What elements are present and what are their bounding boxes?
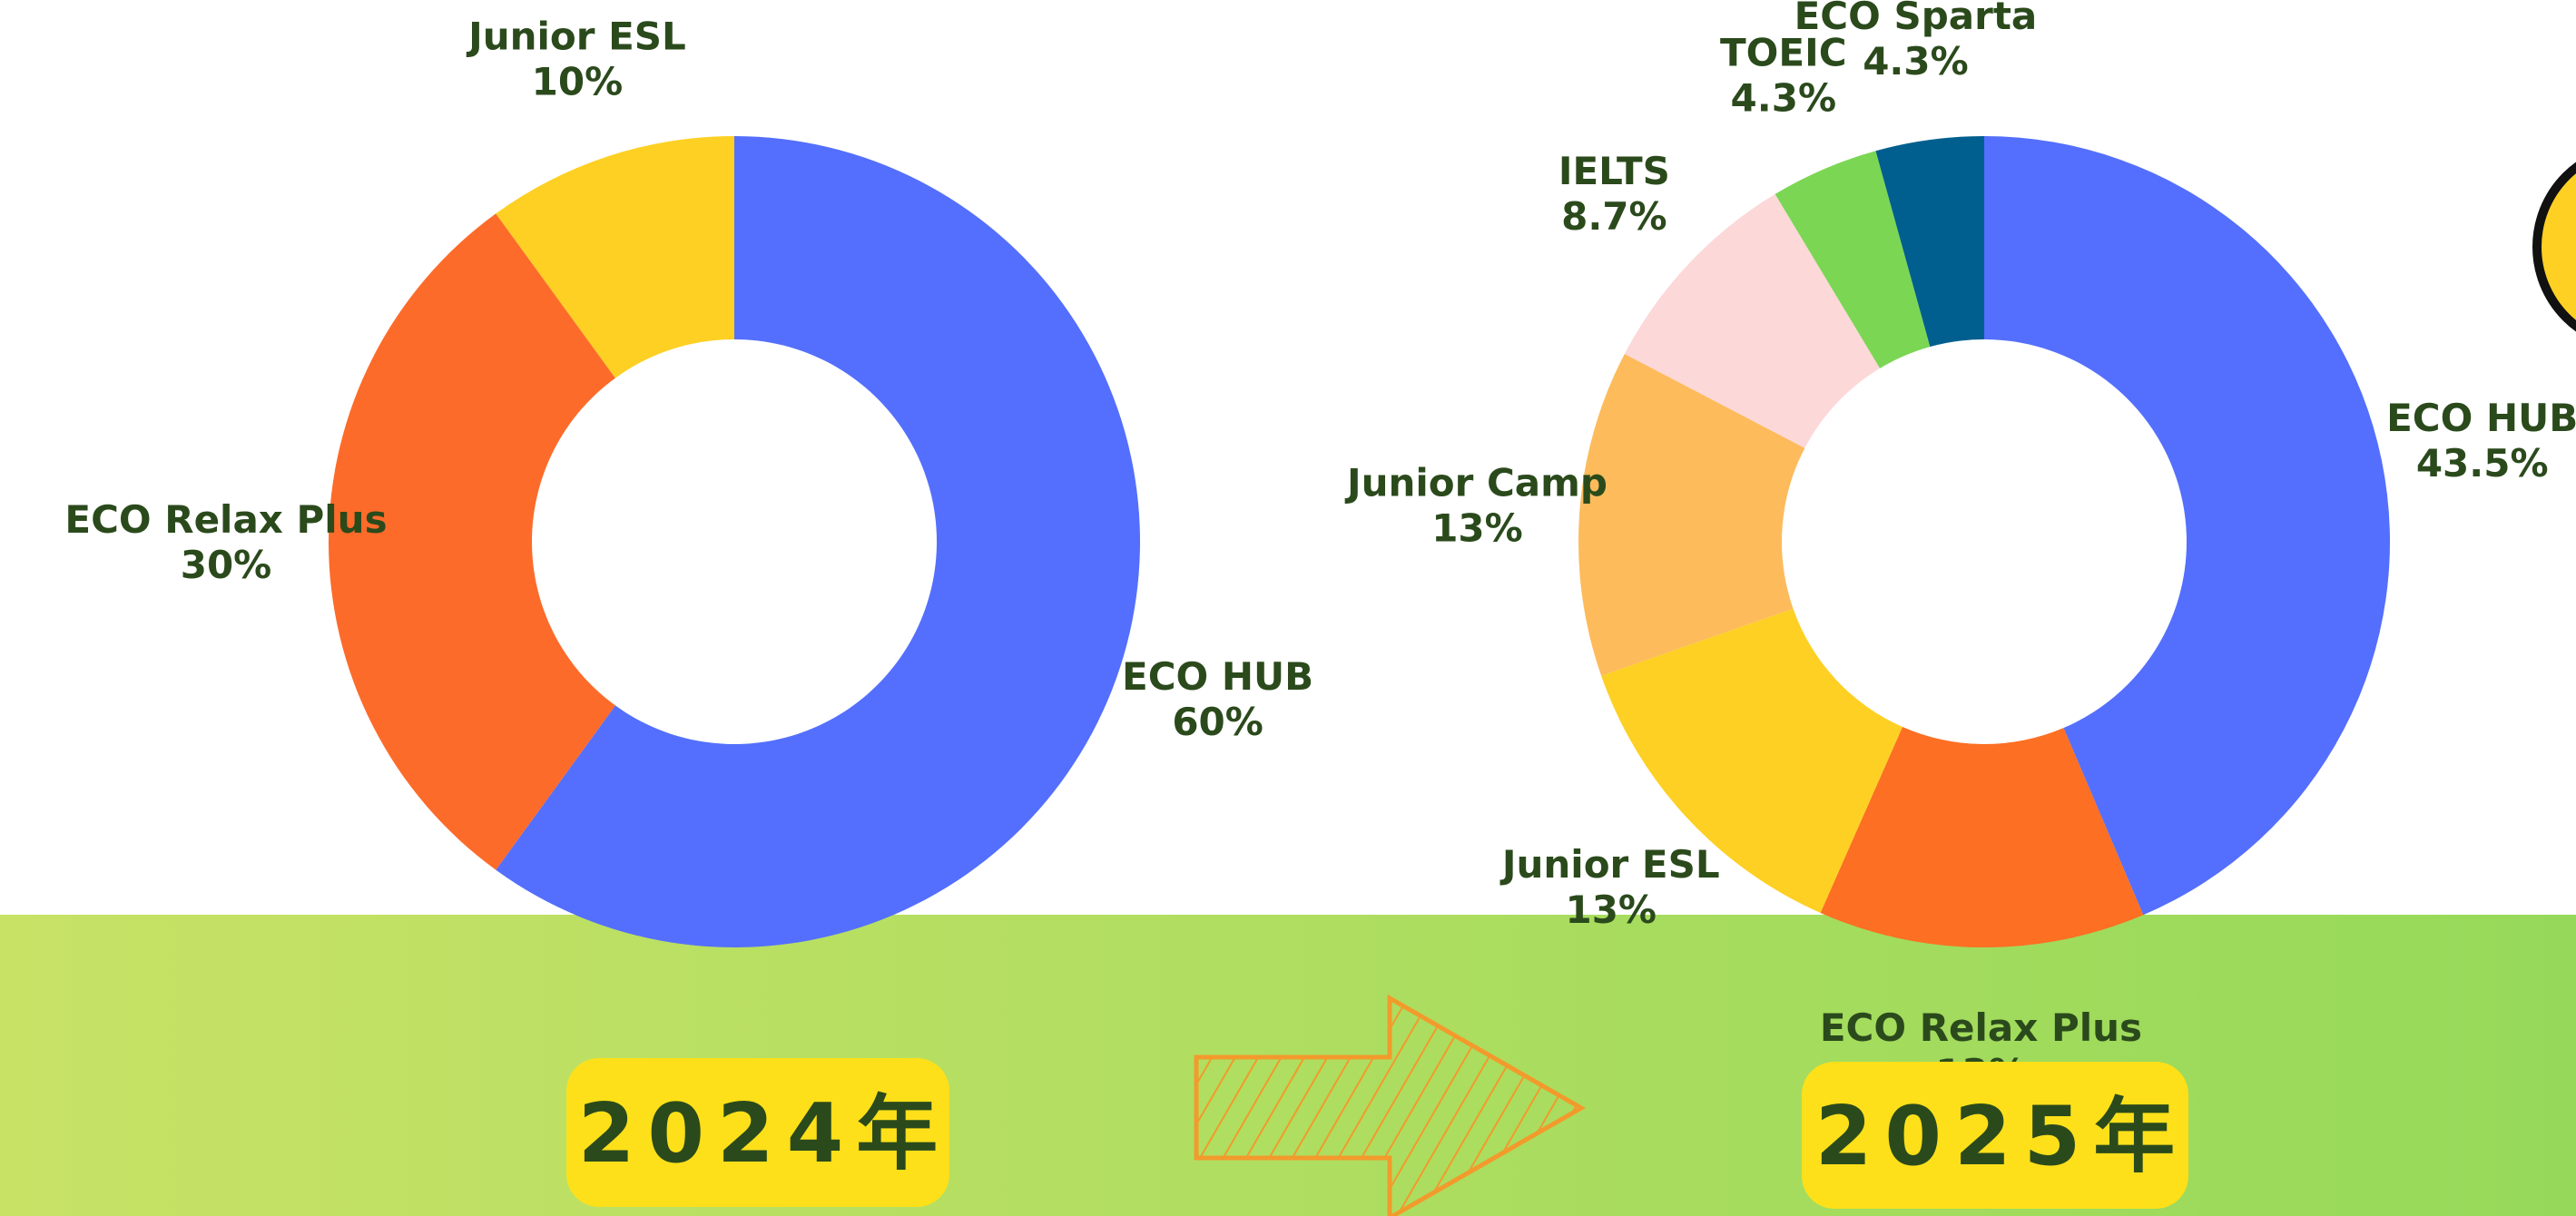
slice-name: ECO HUB — [1122, 654, 1313, 699]
slice-name: Junior ESL — [1499, 842, 1720, 887]
chart-title: 2024年 — [578, 1086, 951, 1182]
donut-slice — [1578, 353, 1805, 676]
donut-slice — [1875, 136, 1984, 348]
slice-value-label: 8.7% — [1561, 194, 1667, 239]
donut-slice — [496, 136, 1140, 947]
slice-name: ECO HUB — [2386, 396, 2576, 440]
slice-name: ECO Sparta — [1794, 0, 2038, 38]
year-badge — [566, 1058, 949, 1207]
slice-value-label: 60% — [1172, 700, 1263, 744]
slice-value-label: 4.3% — [1863, 39, 1968, 83]
donut-slice — [1624, 193, 1881, 448]
slice-value-label: 10% — [532, 59, 624, 103]
year-badge — [1802, 1062, 2188, 1209]
logo-fragment — [2532, 162, 2576, 332]
slice-value-label: 4.3% — [1731, 76, 1836, 121]
slice-name: Junior ESL — [466, 14, 686, 58]
slice-value-label: 30% — [181, 543, 272, 587]
chart-title: 2025年 — [1815, 1089, 2188, 1184]
donut-slice — [328, 213, 615, 870]
slice-name: Junior Camp — [1344, 460, 1608, 505]
slice-value-label: 43.5% — [2416, 441, 2549, 485]
slice-name: ECO Relax Plus — [1820, 1005, 2142, 1050]
slice-name: ECO Relax Plus — [64, 497, 387, 542]
slice-name: IELTS — [1558, 149, 1670, 193]
donut-slice — [1601, 608, 1903, 913]
donut-slice — [1775, 151, 1931, 368]
donut-slice — [496, 136, 734, 378]
slice-name: TOEIC — [1720, 31, 1847, 75]
arrow — [1194, 994, 1587, 1216]
slice-value-label: 13% — [1431, 505, 1523, 550]
slice-value-label: 13% — [1565, 887, 1657, 932]
donut-slice — [1984, 136, 2390, 916]
donut-slice — [1820, 727, 2144, 947]
